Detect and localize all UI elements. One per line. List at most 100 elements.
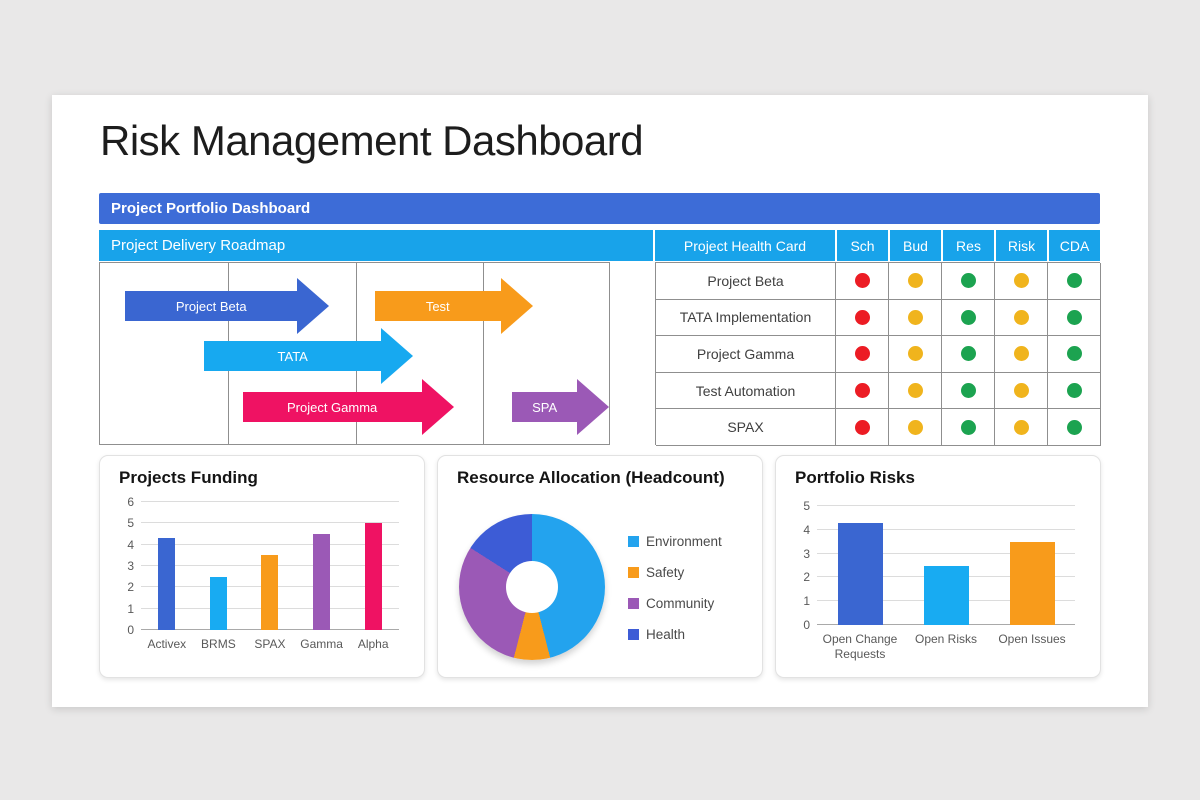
red-status-dot-icon xyxy=(854,419,870,435)
legend-label: Health xyxy=(646,627,686,642)
project-name-cell: Test Automation xyxy=(656,372,836,410)
yellow-status-dot-icon xyxy=(1013,273,1029,289)
x-axis-category-label: SPAX xyxy=(254,637,286,651)
health-column-header: Res xyxy=(943,230,994,261)
yellow-status-dot-icon xyxy=(907,346,923,362)
status-cell xyxy=(836,263,889,300)
chart-title: Resource Allocation (Headcount) xyxy=(457,468,725,487)
red-status-dot-icon xyxy=(854,309,870,325)
portfolio-banner-label: Project Portfolio Dashboard xyxy=(111,200,311,217)
legend-item: Health xyxy=(628,619,722,650)
plot-box: Open Change Requests Open Risks Open Issue… xyxy=(817,505,1075,662)
roadmap-header-label: Project Delivery Roadmap xyxy=(111,237,286,254)
x-axis-category-label: Alpha xyxy=(357,637,389,651)
yellow-status-dot-icon xyxy=(1013,309,1029,325)
health-table-row: SPAX xyxy=(656,409,1101,446)
red-status-dot-icon xyxy=(854,346,870,362)
y-axis-tick-label: 0 xyxy=(803,618,810,632)
projects-funding-card: Projects Funding 0 1 2 3 4 5 6 Activex BRMS SPAX G… xyxy=(99,455,425,678)
plot-area xyxy=(817,505,1075,625)
donut-hole xyxy=(506,561,558,613)
plot-area xyxy=(141,501,399,630)
yellow-status-dot-icon xyxy=(1013,419,1029,435)
yellow-status-dot-icon xyxy=(1013,346,1029,362)
green-status-dot-icon xyxy=(960,309,976,325)
roadmap-arrow: Project Beta xyxy=(125,278,330,334)
y-axis-tick-label: 1 xyxy=(127,601,134,616)
legend-swatch-icon xyxy=(628,598,639,609)
green-status-dot-icon xyxy=(960,346,976,362)
status-cell xyxy=(942,372,995,410)
health-card-header-row: Project Health Card Sch Bud Res Risk CDA xyxy=(655,230,1100,261)
grid-line xyxy=(141,522,399,524)
roadmap-arrow-body: Project Gamma xyxy=(242,392,422,422)
health-card-title: Project Health Card xyxy=(655,230,835,261)
bar xyxy=(209,576,227,630)
legend-label: Environment xyxy=(646,534,722,549)
roadmap-arrow-head xyxy=(500,278,533,334)
bar-slot xyxy=(193,502,245,630)
y-axis: 0 1 2 3 4 5 6 xyxy=(116,495,134,637)
health-column-header: Risk xyxy=(996,230,1047,261)
legend-item: Safety xyxy=(628,557,722,588)
y-axis-tick-label: 5 xyxy=(127,516,134,531)
grid-line xyxy=(483,263,485,444)
portfolio-banner: Project Portfolio Dashboard xyxy=(99,193,1100,224)
legend-swatch-icon xyxy=(628,629,639,640)
page-title: Risk Management Dashboard xyxy=(100,117,644,164)
y-axis-tick-label: 4 xyxy=(127,537,134,552)
bar xyxy=(158,538,176,630)
roadmap-arrow-head xyxy=(576,379,609,435)
x-axis: Activex BRMS SPAX Gamma Alpha xyxy=(141,637,399,652)
legend-item: Community xyxy=(628,588,722,619)
health-table-row: TATA Implementation xyxy=(656,299,1101,337)
project-name-cell: Project Beta xyxy=(656,263,836,300)
x-axis-category-label: Open Change Requests xyxy=(822,632,898,661)
roadmap-arrow-label: SPA xyxy=(532,399,558,415)
roadmap-arrow-label: Test xyxy=(425,298,450,314)
health-table-row: Project Gamma xyxy=(656,336,1101,373)
bar-slot xyxy=(989,506,1075,625)
yellow-status-dot-icon xyxy=(1013,383,1029,399)
dashboard-slide: Risk Management Dashboard Project Portfo… xyxy=(52,95,1148,707)
status-cell xyxy=(889,372,942,410)
bar xyxy=(1009,541,1055,625)
status-cell xyxy=(889,336,942,373)
health-table-row: Test Automation xyxy=(656,372,1101,410)
status-cell xyxy=(1048,263,1101,300)
y-axis-tick-label: 2 xyxy=(127,580,134,595)
y-axis: 0 1 2 3 4 5 xyxy=(792,499,810,632)
grid-line xyxy=(817,552,1075,554)
roadmap-arrow-head xyxy=(381,328,414,384)
roadmap-arrow: TATA xyxy=(204,328,414,384)
grid-line xyxy=(141,501,399,502)
bar xyxy=(364,523,382,630)
green-status-dot-icon xyxy=(960,273,976,289)
status-cell xyxy=(942,263,995,300)
bar-slot xyxy=(903,506,989,625)
status-cell xyxy=(836,336,889,373)
x-axis-category-label: Open Issues xyxy=(998,632,1066,646)
y-axis-tick-label: 3 xyxy=(803,546,810,561)
grid-line xyxy=(817,505,1075,506)
chart-title: Projects Funding xyxy=(119,468,258,487)
green-status-dot-icon xyxy=(960,383,976,399)
legend-label: Safety xyxy=(646,565,685,580)
status-cell xyxy=(942,409,995,446)
bars-row xyxy=(817,506,1075,625)
bar-slot xyxy=(244,502,296,630)
y-axis-tick-label: 0 xyxy=(127,623,134,637)
health-card-table: Project Beta TATA Implementation Project G… xyxy=(655,262,1101,446)
status-cell xyxy=(836,372,889,410)
x-axis: Open Change Requests Open Risks Open Issue… xyxy=(817,632,1075,662)
green-status-dot-icon xyxy=(1066,419,1082,435)
yellow-status-dot-icon xyxy=(907,383,923,399)
bar xyxy=(837,522,883,625)
roadmap-arrow: Project Gamma xyxy=(242,379,454,435)
status-cell xyxy=(889,299,942,337)
bar-slot xyxy=(817,506,903,625)
status-cell xyxy=(1048,372,1101,410)
y-axis-tick-label: 1 xyxy=(803,594,810,609)
y-axis-tick-label: 6 xyxy=(127,495,134,509)
plot-box: Activex BRMS SPAX Gamma Alpha xyxy=(141,501,399,652)
